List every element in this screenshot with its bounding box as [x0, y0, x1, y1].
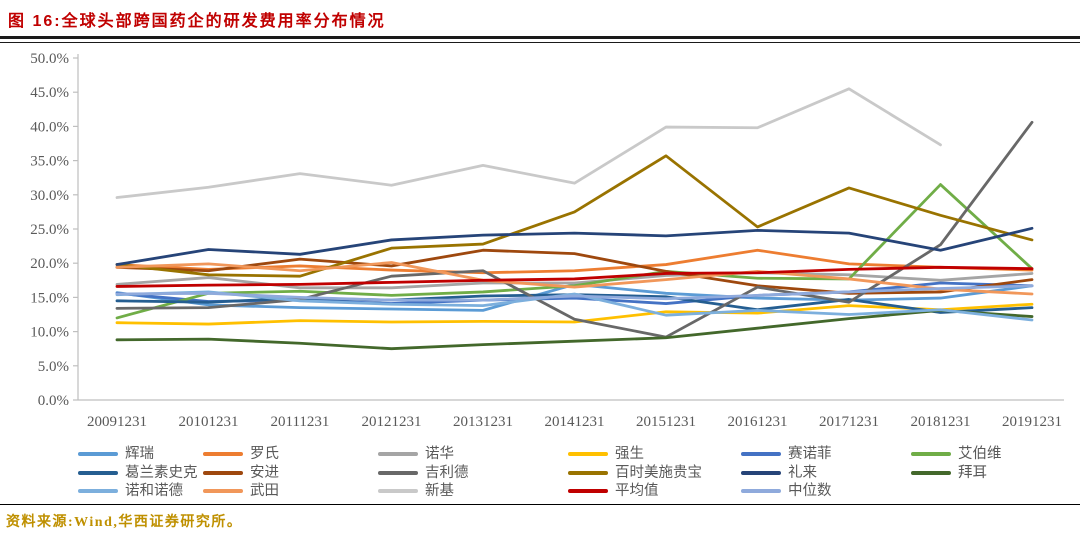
legend-swatch-吉利德: [378, 470, 418, 475]
x-tick-label: 20181231: [911, 414, 971, 430]
y-tick-label: 10.0%: [30, 325, 69, 341]
legend-swatch-葛兰素史克: [78, 470, 118, 475]
legend-swatch-诺华: [378, 452, 418, 456]
title-double-rule: [0, 36, 1080, 43]
x-tick-label: 20121231: [362, 414, 422, 430]
legend-item-诺华: 诺华: [378, 446, 454, 462]
legend-label: 罗氏: [250, 446, 279, 462]
legend-item-辉瑞: 辉瑞: [78, 446, 154, 462]
legend-label: 百时美施贵宝: [615, 464, 702, 481]
series-line-诺和诺德: [115, 290, 1034, 322]
series-line-礼来: [115, 226, 1034, 266]
legend-label: 礼来: [788, 464, 817, 481]
legend-item-中位数: 中位数: [741, 483, 832, 499]
legend-swatch-拜耳: [911, 470, 951, 475]
source-note: 资料来源:Wind,华西证券研究所。: [6, 515, 243, 530]
series-line-安进: [115, 248, 1034, 295]
legend-item-武田: 武田: [203, 483, 279, 499]
legend-label: 诺华: [425, 446, 454, 462]
legend-swatch-安进: [203, 470, 243, 475]
legend-label: 中位数: [788, 483, 832, 499]
legend-swatch-赛诺菲: [741, 452, 781, 456]
line-chart: 0.0% 5.0% 10.0% 15.0% 20.0% 25.0% 30.0% 35.0% 40…: [30, 51, 1064, 430]
legend-item-平均值: 平均值: [568, 483, 659, 499]
legend-item-礼来: 礼来: [741, 465, 817, 481]
legend-label: 艾伯维: [958, 446, 1002, 462]
legend-item-赛诺菲: 赛诺菲: [741, 446, 832, 462]
legend-label: 平均值: [615, 483, 659, 499]
legend-swatch-新基: [378, 489, 418, 493]
legend-item-百时美施贵宝: 百时美施贵宝: [568, 465, 702, 481]
legend-swatch-艾伯维: [911, 452, 951, 456]
series-line-百时美施贵宝: [115, 154, 1034, 278]
y-tick-label: 35.0%: [30, 154, 69, 170]
legend-label: 吉利德: [425, 464, 469, 481]
x-tick-label: 20131231: [453, 414, 513, 430]
chart-legend: 辉瑞 罗氏 诺华 强生 赛诺菲 艾伯维葛兰素史克 安进 吉利德 百时美施贵宝 礼来 拜耳诺和诺德 武田…: [0, 446, 1080, 504]
legend-label: 强生: [615, 446, 644, 462]
legend-swatch-罗氏: [203, 452, 243, 456]
series-line-新基: [115, 87, 942, 199]
y-tick-label: 50.0%: [30, 51, 69, 67]
legend-item-强生: 强生: [568, 446, 644, 462]
legend-item-艾伯维: 艾伯维: [911, 446, 1002, 462]
x-tick-label: 20161231: [728, 414, 788, 430]
y-tick-label: 15.0%: [30, 290, 69, 306]
series-line-武田: [115, 261, 1034, 296]
legend-swatch-百时美施贵宝: [568, 470, 608, 475]
legend-item-新基: 新基: [378, 483, 454, 499]
legend-label: 辉瑞: [125, 446, 154, 462]
legend-swatch-武田: [203, 489, 243, 493]
legend-item-拜耳: 拜耳: [911, 465, 987, 481]
y-tick-label: 30.0%: [30, 188, 69, 204]
y-tick-label: 45.0%: [30, 85, 69, 101]
y-tick-label: 25.0%: [30, 222, 69, 238]
bottom-rule: [0, 504, 1080, 505]
figure-title: 图 16:全球头部跨国药企的研发费用率分布情况: [8, 13, 386, 30]
legend-label: 拜耳: [958, 464, 987, 481]
legend-item-吉利德: 吉利德: [378, 465, 469, 481]
series-line-平均值: [115, 265, 1034, 288]
x-tick-label: 20151231: [636, 414, 696, 430]
y-tick-label: 40.0%: [30, 119, 69, 135]
x-tick-label: 20111231: [271, 414, 330, 430]
legend-swatch-辉瑞: [78, 452, 118, 456]
x-tick-label: 20171231: [819, 414, 879, 430]
legend-swatch-诺和诺德: [78, 489, 118, 493]
legend-swatch-平均值: [568, 489, 608, 493]
series-line-中位数: [115, 284, 1034, 302]
legend-item-葛兰素史克: 葛兰素史克: [78, 465, 198, 481]
x-tick-label: 20141231: [545, 414, 605, 430]
legend-item-安进: 安进: [203, 465, 279, 481]
series-line-强生: [115, 302, 1034, 326]
y-tick-label: 5.0%: [38, 359, 69, 375]
legend-label: 葛兰素史克: [125, 464, 198, 481]
legend-label: 诺和诺德: [125, 483, 183, 499]
legend-label: 武田: [250, 483, 279, 499]
legend-label: 赛诺菲: [788, 446, 832, 462]
chart-area: 0.0% 5.0% 10.0% 15.0% 20.0% 25.0% 30.0% 35.0% 40…: [0, 44, 1080, 440]
legend-item-诺和诺德: 诺和诺德: [78, 483, 183, 499]
x-tick-label: 20191231: [1002, 414, 1062, 430]
legend-item-罗氏: 罗氏: [203, 446, 279, 462]
x-tick-label: 20091231: [87, 414, 147, 430]
legend-swatch-中位数: [741, 489, 781, 493]
series-line-拜耳: [115, 308, 1034, 351]
x-tick-label: 20101231: [179, 414, 239, 430]
legend-label: 新基: [425, 483, 454, 499]
y-tick-label: 0.0%: [38, 393, 69, 409]
legend-label: 安进: [250, 464, 279, 481]
legend-swatch-强生: [568, 452, 608, 456]
y-tick-label: 20.0%: [30, 256, 69, 272]
legend-swatch-礼来: [741, 470, 781, 475]
